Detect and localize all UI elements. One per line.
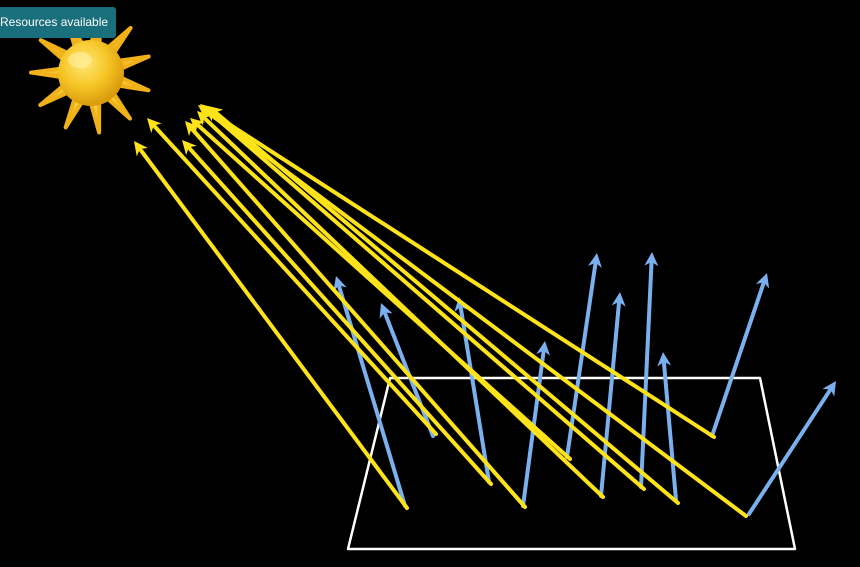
reflected-ray <box>747 381 836 516</box>
reflected-ray <box>599 292 626 498</box>
incoming-ray <box>147 118 438 436</box>
incoming-ray <box>198 105 748 518</box>
incoming-ray <box>185 121 527 509</box>
incoming-ray <box>204 108 716 439</box>
reflected-ray <box>333 276 407 508</box>
incoming-ray <box>182 140 493 486</box>
reflected-ray <box>710 273 770 438</box>
incoming-ray <box>200 104 646 491</box>
incoming-rays <box>134 104 748 518</box>
sun-icon <box>29 11 151 135</box>
reflected-ray <box>639 252 659 489</box>
reflected-ray <box>657 352 678 502</box>
sun-ray <box>88 99 102 135</box>
incoming-ray <box>190 118 572 461</box>
resources-available-button[interactable]: Resources available <box>0 7 117 38</box>
incoming-ray <box>197 111 605 499</box>
reflected-ray <box>454 297 491 484</box>
incoming-ray <box>134 141 409 510</box>
reflected-rays <box>333 252 836 516</box>
sun-ray <box>29 66 64 79</box>
resources-available-label: Resources available <box>0 15 109 29</box>
surface-outline <box>346 376 797 551</box>
